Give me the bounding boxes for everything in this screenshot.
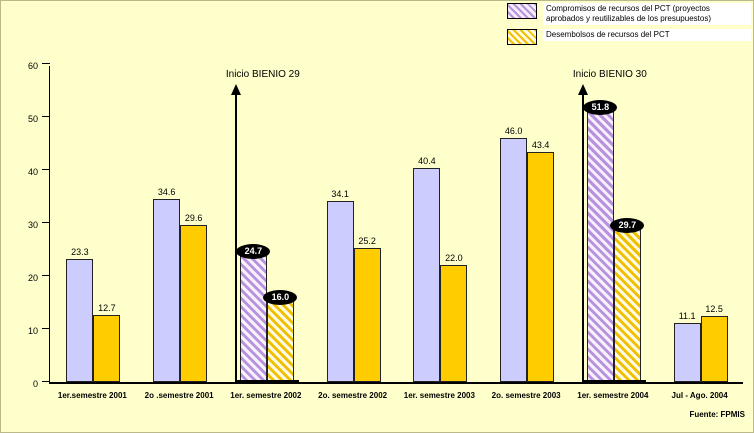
legend-label-desembolsos: Desembolsos de recursos del PCT [543, 29, 751, 41]
y-tick-mark [42, 275, 50, 276]
y-tick-label: 10 [27, 326, 38, 336]
x-category-label: 1er. semestre 2003 [403, 391, 475, 400]
bar-value-label: 22.0 [445, 253, 463, 264]
compromisos-bar [153, 198, 181, 382]
y-tick-mark [42, 381, 50, 382]
x-axis: 1er.semestre 2001 2o .semestre 2001 1er. s… [49, 391, 743, 405]
x-category-label: Jul - Ago. 2004 [671, 391, 728, 400]
source-note: Fuente: FPMIS [689, 410, 745, 419]
bar-group: 24.7 16.0 [224, 66, 311, 384]
desembolsos-bar [353, 248, 381, 382]
bar-value-label: 11.1 [678, 311, 696, 322]
bar-value-label: 34.1 [331, 189, 349, 200]
bar-group: 34.1 25.2 [310, 66, 397, 382]
y-tick-label: 50 [27, 114, 38, 124]
biennium-annotation: Inicio BIENIO 29 [225, 69, 300, 80]
compromisos-bar [586, 107, 614, 382]
compromisos-bar [673, 323, 701, 382]
desembolsos-bar [180, 225, 208, 382]
bar-value-label: 29.6 [184, 213, 203, 224]
desembolsos-bar [266, 297, 294, 382]
biennium-arrow [230, 84, 241, 382]
plot-area: 23.3 12.7 34.6 29.6 24.7 16.0 34.1 25.2 40.4 22.0… [42, 63, 744, 384]
compromisos-bar [500, 138, 528, 382]
bar-value-label: 40.4 [418, 155, 436, 166]
bar-group: 23.3 12.7 [50, 66, 137, 382]
bar-group: 34.6 29.6 [137, 66, 224, 382]
bar-group: 51.8 29.7 [571, 66, 658, 384]
y-tick-label: 30 [27, 220, 38, 230]
biennium-arrow [577, 84, 588, 382]
compromisos-bar [66, 258, 94, 382]
x-category-label: 1er. semestre 2004 [577, 391, 649, 400]
desembolsos-swatch-icon [507, 29, 537, 45]
legend-item-compromisos: Compromisos de recursos del PCT (proyect… [507, 3, 751, 25]
bar-group: 11.1 12.5 [657, 66, 744, 382]
bar-value-label: 16.0 [263, 290, 298, 306]
y-tick-mark [42, 328, 50, 329]
x-category-label: 1er. semestre 2002 [230, 391, 302, 400]
bar-value-label: 46.0 [504, 126, 523, 137]
x-category-label: 2o .semestre 2001 [144, 391, 214, 400]
compromisos-swatch-icon [507, 3, 537, 19]
y-tick-mark [42, 63, 50, 64]
bar-group: 40.4 22.0 [397, 66, 484, 382]
y-tick-mark [42, 169, 50, 170]
biennium-underline [581, 380, 646, 384]
desembolsos-bar [613, 224, 641, 382]
bar-value-label: 34.6 [157, 186, 176, 197]
bar-value-label: 23.3 [71, 246, 89, 257]
biennium-underline [234, 380, 299, 384]
bar-value-label: 12.5 [705, 303, 723, 314]
x-category-label: 2o. semestre 2002 [318, 391, 388, 400]
bar-value-label: 12.7 [98, 302, 116, 313]
desembolsos-bar [527, 151, 555, 382]
bar-value-label: 51.8 [583, 100, 618, 116]
compromisos-bar [326, 201, 354, 382]
x-category-label: 2o. semestre 2003 [491, 391, 561, 400]
y-tick-label: 60 [27, 61, 38, 71]
y-tick-mark [42, 222, 50, 223]
desembolsos-bar [93, 314, 121, 382]
y-tick-mark [42, 116, 50, 117]
bar-value-label: 25.2 [358, 236, 376, 247]
arrow-head-icon [577, 84, 588, 95]
desembolsos-bar [700, 315, 728, 382]
y-tick-label: 20 [27, 273, 38, 283]
desembolsos-bar [440, 265, 468, 382]
y-axis: 0 10 20 30 40 50 60 [3, 61, 45, 389]
compromisos-bar [413, 167, 441, 382]
legend-label-compromisos: Compromisos de recursos del PCT (proyect… [543, 3, 751, 25]
legend-item-desembolsos: Desembolsos de recursos del PCT [507, 29, 751, 45]
bar-value-label: 43.4 [531, 139, 550, 150]
biennium-annotation: Inicio BIENIO 30 [572, 69, 647, 80]
compromisos-bar [239, 251, 267, 382]
arrow-head-icon [230, 84, 241, 95]
bar-group: 46.0 43.4 [484, 66, 571, 382]
x-category-label: 1er.semestre 2001 [57, 391, 127, 400]
y-tick-label: 40 [27, 167, 38, 177]
bar-value-label: 29.7 [610, 217, 645, 233]
y-tick-label: 0 [32, 379, 38, 389]
legend: Compromisos de recursos del PCT (proyect… [507, 3, 751, 45]
bar-value-label: 24.7 [236, 244, 271, 260]
